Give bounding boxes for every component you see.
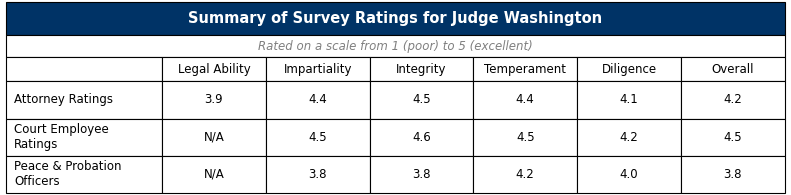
Bar xyxy=(577,57,681,81)
Bar xyxy=(6,57,162,81)
Text: Impartiality: Impartiality xyxy=(283,63,352,76)
Bar xyxy=(162,57,266,81)
Text: 4.0: 4.0 xyxy=(619,168,638,181)
Bar xyxy=(369,156,473,193)
Text: 3.8: 3.8 xyxy=(724,168,742,181)
Text: Legal Ability: Legal Ability xyxy=(177,63,250,76)
Bar xyxy=(6,119,162,156)
Bar xyxy=(577,81,681,119)
Bar xyxy=(681,119,785,156)
Bar xyxy=(369,119,473,156)
Text: Court Employee
Ratings: Court Employee Ratings xyxy=(14,123,109,151)
Text: Peace & Probation
Officers: Peace & Probation Officers xyxy=(14,160,122,188)
Text: 3.8: 3.8 xyxy=(308,168,327,181)
Text: Temperament: Temperament xyxy=(484,63,566,76)
Bar xyxy=(162,119,266,156)
Bar xyxy=(681,81,785,119)
Text: 3.9: 3.9 xyxy=(205,93,223,106)
Bar xyxy=(162,156,266,193)
Bar xyxy=(681,156,785,193)
Bar xyxy=(162,81,266,119)
Bar xyxy=(6,2,785,35)
Bar xyxy=(266,81,369,119)
Bar xyxy=(6,156,162,193)
Text: 4.2: 4.2 xyxy=(724,93,742,106)
Bar xyxy=(266,156,369,193)
Text: 4.5: 4.5 xyxy=(412,93,431,106)
Text: 4.6: 4.6 xyxy=(412,131,431,144)
Text: 4.2: 4.2 xyxy=(516,168,535,181)
Bar xyxy=(6,81,162,119)
Text: 4.5: 4.5 xyxy=(308,131,327,144)
Bar xyxy=(473,81,577,119)
Text: Summary of Survey Ratings for Judge Washington: Summary of Survey Ratings for Judge Wash… xyxy=(188,11,603,26)
Bar xyxy=(577,119,681,156)
Text: 4.5: 4.5 xyxy=(724,131,742,144)
Bar xyxy=(369,57,473,81)
Text: N/A: N/A xyxy=(203,168,225,181)
Text: N/A: N/A xyxy=(203,131,225,144)
Bar xyxy=(266,119,369,156)
Bar xyxy=(6,35,785,57)
Text: Attorney Ratings: Attorney Ratings xyxy=(14,93,113,106)
Bar xyxy=(473,156,577,193)
Bar xyxy=(369,81,473,119)
Text: 4.4: 4.4 xyxy=(308,93,327,106)
Text: 4.2: 4.2 xyxy=(619,131,638,144)
Text: 4.4: 4.4 xyxy=(516,93,535,106)
Bar xyxy=(577,156,681,193)
Text: Diligence: Diligence xyxy=(601,63,657,76)
Text: Integrity: Integrity xyxy=(396,63,447,76)
Text: Overall: Overall xyxy=(712,63,754,76)
Bar xyxy=(473,57,577,81)
Text: 4.5: 4.5 xyxy=(516,131,535,144)
Bar xyxy=(681,57,785,81)
Text: Rated on a scale from 1 (poor) to 5 (excellent): Rated on a scale from 1 (poor) to 5 (exc… xyxy=(258,40,533,53)
Text: 4.1: 4.1 xyxy=(619,93,638,106)
Bar xyxy=(473,119,577,156)
Bar xyxy=(266,57,369,81)
Text: 3.8: 3.8 xyxy=(412,168,430,181)
